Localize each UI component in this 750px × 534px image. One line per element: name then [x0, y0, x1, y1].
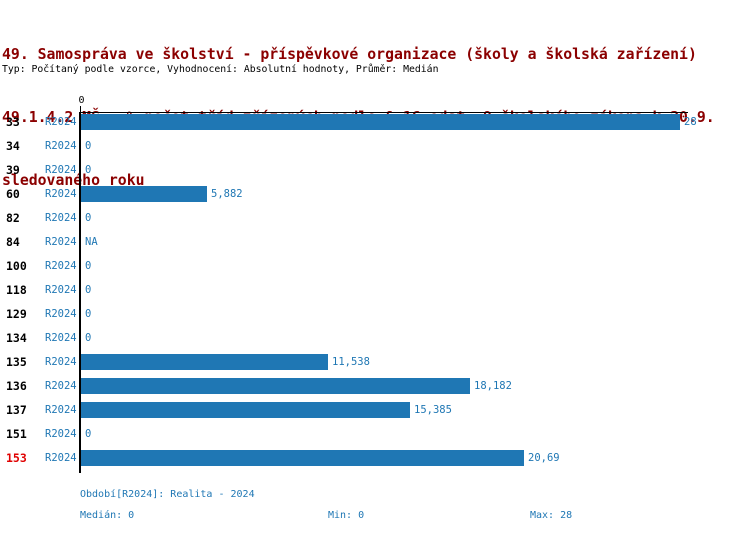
row-category-label: 60 — [6, 187, 20, 201]
x-axis-tick-mark — [80, 106, 81, 112]
chart-row: 84 R2024 NA — [0, 230, 750, 254]
bar-value-label: 28 — [684, 116, 697, 128]
row-category-label: 34 — [6, 139, 20, 153]
chart-subtitle: Typ: Počítaný podle vzorce, Vyhodnocení:… — [2, 64, 439, 75]
chart-row: 151 R2024 0 — [0, 422, 750, 446]
bar — [81, 402, 410, 418]
bar-value-label: 5,882 — [211, 188, 243, 200]
chart-row: 60 R2024 5,882 — [0, 182, 750, 206]
bar — [81, 450, 524, 466]
chart-row: 135 R2024 11,538 — [0, 350, 750, 374]
x-axis-tick-label: 0 — [78, 95, 85, 106]
bar-value-label: NA — [85, 236, 98, 248]
row-category-label: 39 — [6, 163, 20, 177]
row-series-label: R2024 — [45, 164, 77, 176]
bar — [81, 354, 328, 370]
bar-value-label: 0 — [85, 308, 92, 320]
row-category-label: 100 — [6, 259, 27, 273]
row-category-label: 151 — [6, 427, 27, 441]
row-series-label: R2024 — [45, 212, 77, 224]
bar-value-label: 0 — [85, 260, 92, 272]
row-series-label: R2024 — [45, 404, 77, 416]
bar-value-label: 0 — [85, 284, 92, 296]
max-label: Max: 28 — [530, 510, 573, 521]
y-axis-line — [79, 112, 81, 473]
row-series-label: R2024 — [45, 260, 77, 272]
period-label: Období[R2024]: Realita - 2024 — [80, 489, 255, 500]
chart-row: 34 R2024 0 — [0, 134, 750, 158]
chart-title-line1: 49. Samospráva ve školství - příspěvkové… — [2, 46, 697, 63]
bar-value-label: 20,69 — [528, 452, 560, 464]
bar — [81, 114, 680, 130]
row-category-label: 135 — [6, 355, 27, 369]
chart-row: 136 R2024 18,182 — [0, 374, 750, 398]
row-series-label: R2024 — [45, 284, 77, 296]
chart-row: 129 R2024 0 — [0, 302, 750, 326]
row-category-label: 136 — [6, 379, 27, 393]
row-category-label: 134 — [6, 331, 27, 345]
chart-row: 137 R2024 15,385 — [0, 398, 750, 422]
row-category-label: 118 — [6, 283, 27, 297]
bar-value-label: 11,538 — [332, 356, 370, 368]
bar-value-label: 15,385 — [414, 404, 452, 416]
bar-value-label: 18,182 — [474, 380, 512, 392]
chart-row: 39 R2024 0 — [0, 158, 750, 182]
row-series-label: R2024 — [45, 308, 77, 320]
chart-row: 118 R2024 0 — [0, 278, 750, 302]
chart-row: 82 R2024 0 — [0, 206, 750, 230]
bar-value-label: 0 — [85, 428, 92, 440]
bar-value-label: 0 — [85, 212, 92, 224]
bar-chart: 0 33 R2024 28 34 R2024 0 39 R2024 0 60 R… — [0, 95, 750, 473]
row-category-label: 153 — [6, 451, 27, 465]
row-series-label: R2024 — [45, 140, 77, 152]
median-label: Medián: 0 — [80, 510, 135, 521]
bar-value-label: 0 — [85, 332, 92, 344]
chart-title-line3: sledovaného roku — [2, 172, 145, 189]
chart-row: 33 R2024 28 — [0, 110, 750, 134]
row-category-label: 82 — [6, 211, 20, 225]
row-series-label: R2024 — [45, 356, 77, 368]
row-series-label: R2024 — [45, 116, 77, 128]
bar — [81, 186, 207, 202]
row-series-label: R2024 — [45, 236, 77, 248]
row-category-label: 84 — [6, 235, 20, 249]
chart-row: 134 R2024 0 — [0, 326, 750, 350]
row-category-label: 137 — [6, 403, 27, 417]
bar-value-label: 0 — [85, 164, 92, 176]
row-series-label: R2024 — [45, 332, 77, 344]
bar — [81, 378, 470, 394]
row-series-label: R2024 — [45, 188, 77, 200]
row-series-label: R2024 — [45, 428, 77, 440]
chart-row: 100 R2024 0 — [0, 254, 750, 278]
min-label: Min: 0 — [328, 510, 365, 521]
row-series-label: R2024 — [45, 452, 77, 464]
row-series-label: R2024 — [45, 380, 77, 392]
bar-value-label: 0 — [85, 140, 92, 152]
row-category-label: 33 — [6, 115, 20, 129]
x-axis-line — [79, 112, 688, 113]
row-category-label: 129 — [6, 307, 27, 321]
chart-row: 153 R2024 20,69 — [0, 446, 750, 470]
